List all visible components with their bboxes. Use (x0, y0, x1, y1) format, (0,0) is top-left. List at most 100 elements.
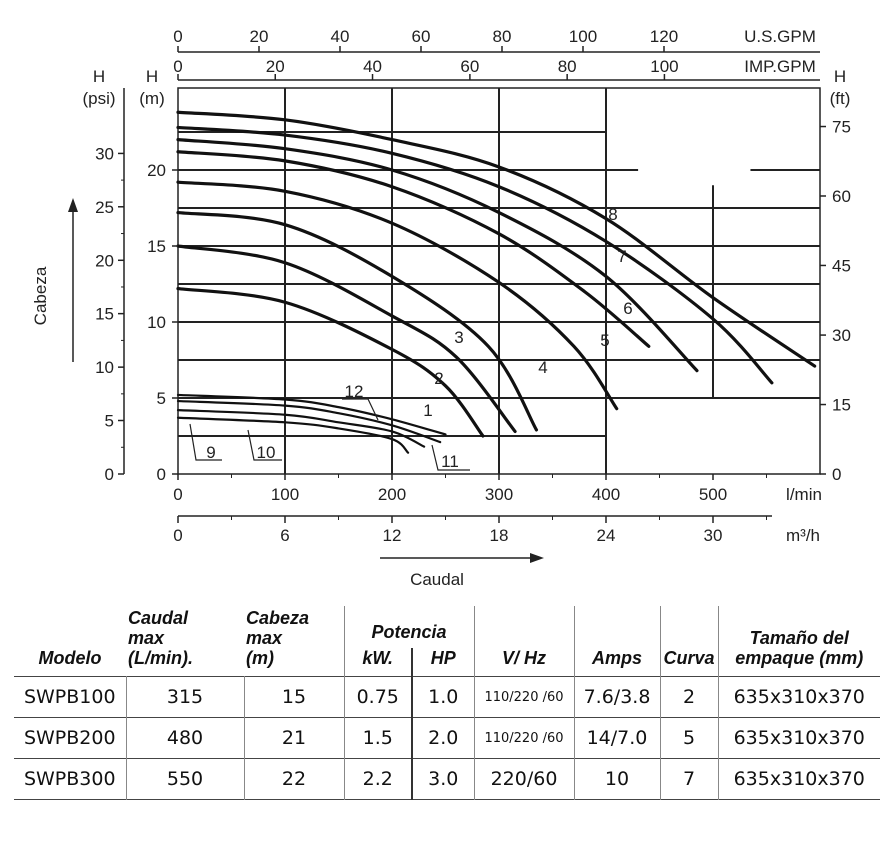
header-kw: kW. (362, 648, 394, 668)
impgpm-tick-label: 0 (173, 57, 182, 76)
impgpm-tick-label: 80 (558, 57, 577, 76)
curve-label-1: 1 (423, 401, 432, 420)
cell-vhz: 220/60 (473, 758, 574, 800)
header-tamano: Tamaño del empaque (mm) (717, 606, 880, 677)
impgpm-tick-label: 100 (650, 57, 678, 76)
m3h-tick-label: 6 (280, 526, 289, 545)
curve-5 (176, 150, 651, 348)
usgpm-tick-label: 0 (173, 27, 182, 46)
m-tick-label: 5 (157, 389, 166, 408)
cell-modelo: SWPB100 (23, 686, 116, 708)
cell-vhz: 110/220 /60 (473, 676, 574, 718)
lmin-tick-label: 0 (173, 485, 182, 504)
header-modelo: Modelo (38, 648, 102, 668)
m-tick-label: 15 (147, 237, 166, 256)
leader-line-11 (431, 444, 470, 471)
cell-caudal: 550 (125, 758, 244, 800)
header-cabeza: Cabeza max (m) (246, 608, 310, 668)
leader-line-9 (189, 423, 222, 461)
usgpm-tick-label: 80 (493, 27, 512, 46)
lmin-tick-label: 300 (485, 485, 513, 504)
cell-tamano: 635x310x370 (717, 758, 880, 800)
usgpm-tick-label: 60 (412, 27, 431, 46)
cell-cabeza: 21 (243, 717, 344, 759)
m3h-tick-label: 12 (383, 526, 402, 545)
ft-tick-label: 0 (832, 465, 841, 484)
ylabel-cabeza: Cabeza (31, 266, 50, 325)
cell-hp: 2.0 (411, 717, 474, 759)
psi-tick-label: 20 (95, 251, 114, 270)
impgpm-tick-label: 40 (363, 57, 382, 76)
cell-tamano: 635x310x370 (717, 717, 880, 759)
curve-label-2: 2 (434, 369, 443, 388)
usgpm-tick-label: 40 (331, 27, 350, 46)
psi-tick-label: 25 (95, 198, 114, 217)
header-vhz: V/ Hz (473, 606, 574, 677)
m-tick-label: 20 (147, 161, 166, 180)
curve-label-11: 11 (441, 452, 459, 471)
m3h-tick-label: 0 (173, 526, 182, 545)
usgpm-tick-label: 20 (250, 27, 269, 46)
cell-kw: 0.75 (343, 676, 412, 718)
curve-12 (176, 393, 447, 436)
psi-tick-label: 0 (105, 465, 114, 484)
cell-kw: 2.2 (343, 758, 412, 800)
m3h-tick-label: 18 (490, 526, 509, 545)
ylabel-arrow-head (68, 198, 78, 212)
psi-head-label: H (93, 67, 105, 86)
table-row: SWPB200 480 21 1.5 2.0 110/220 /60 14/7.… (14, 717, 880, 759)
lmin-tick-label: 100 (271, 485, 299, 504)
m3h-tick-label: 24 (597, 526, 616, 545)
psi-tick-label: 15 (95, 305, 114, 324)
table-row: SWPB300 550 22 2.2 3.0 220/60 10 7 635x3… (14, 758, 880, 800)
lmin-tick-label: 200 (378, 485, 406, 504)
curve-3 (176, 210, 539, 432)
curve-2 (176, 244, 517, 434)
cell-cabeza: 22 (243, 758, 344, 800)
cell-amps: 14/7.0 (573, 717, 660, 759)
curve-label-6: 6 (623, 299, 632, 318)
curve-11 (176, 399, 442, 444)
m-tick-label: 0 (157, 465, 166, 484)
cell-vhz: 110/220 /60 (473, 717, 574, 759)
cell-amps: 7.6/3.8 (573, 676, 660, 718)
psi-tick-label: 5 (105, 411, 114, 430)
cell-tamano: 635x310x370 (717, 676, 880, 718)
header-hp: HP (410, 648, 474, 676)
leader-line-12 (342, 398, 379, 421)
cell-hp: 1.0 (411, 676, 474, 718)
curve-label-7: 7 (617, 247, 626, 266)
m3h-unit-label: m³/h (786, 526, 820, 545)
usgpm-unit-label: U.S.GPM (744, 27, 816, 46)
ft-tick-label: 45 (832, 256, 851, 275)
xlabel-caudal: Caudal (410, 570, 464, 589)
header-curva: Curva (659, 606, 718, 677)
m-tick-label: 10 (147, 313, 166, 332)
chart-curves (176, 110, 817, 454)
lmin-unit-label: l/min (786, 485, 822, 504)
curve-1 (176, 286, 485, 438)
curve-label-12: 12 (345, 382, 364, 401)
leader-line-10 (247, 429, 282, 461)
curve-label-5: 5 (600, 331, 609, 350)
table-row: SWPB100 315 15 0.75 1.0 110/220 /60 7.6/… (14, 676, 880, 718)
header-caudal: Caudal max (L/min). (128, 608, 193, 668)
cell-hp: 3.0 (411, 758, 474, 800)
m-head-label: H (146, 67, 158, 86)
cell-cabeza: 15 (243, 676, 344, 718)
ft-unit-label: (ft) (830, 89, 851, 108)
usgpm-tick-label: 100 (569, 27, 597, 46)
curve-9 (176, 416, 410, 454)
curve-6 (176, 138, 699, 373)
psi-tick-label: 30 (95, 144, 114, 163)
impgpm-tick-label: 60 (460, 57, 479, 76)
ft-tick-label: 30 (832, 326, 851, 345)
psi-tick-label: 10 (95, 358, 114, 377)
cell-curva: 7 (659, 758, 718, 800)
cell-caudal: 480 (125, 717, 244, 759)
cell-caudal: 315 (125, 676, 244, 718)
cell-kw: 1.5 (343, 717, 412, 759)
usgpm-tick-label: 120 (650, 27, 678, 46)
curve-8 (176, 110, 817, 368)
